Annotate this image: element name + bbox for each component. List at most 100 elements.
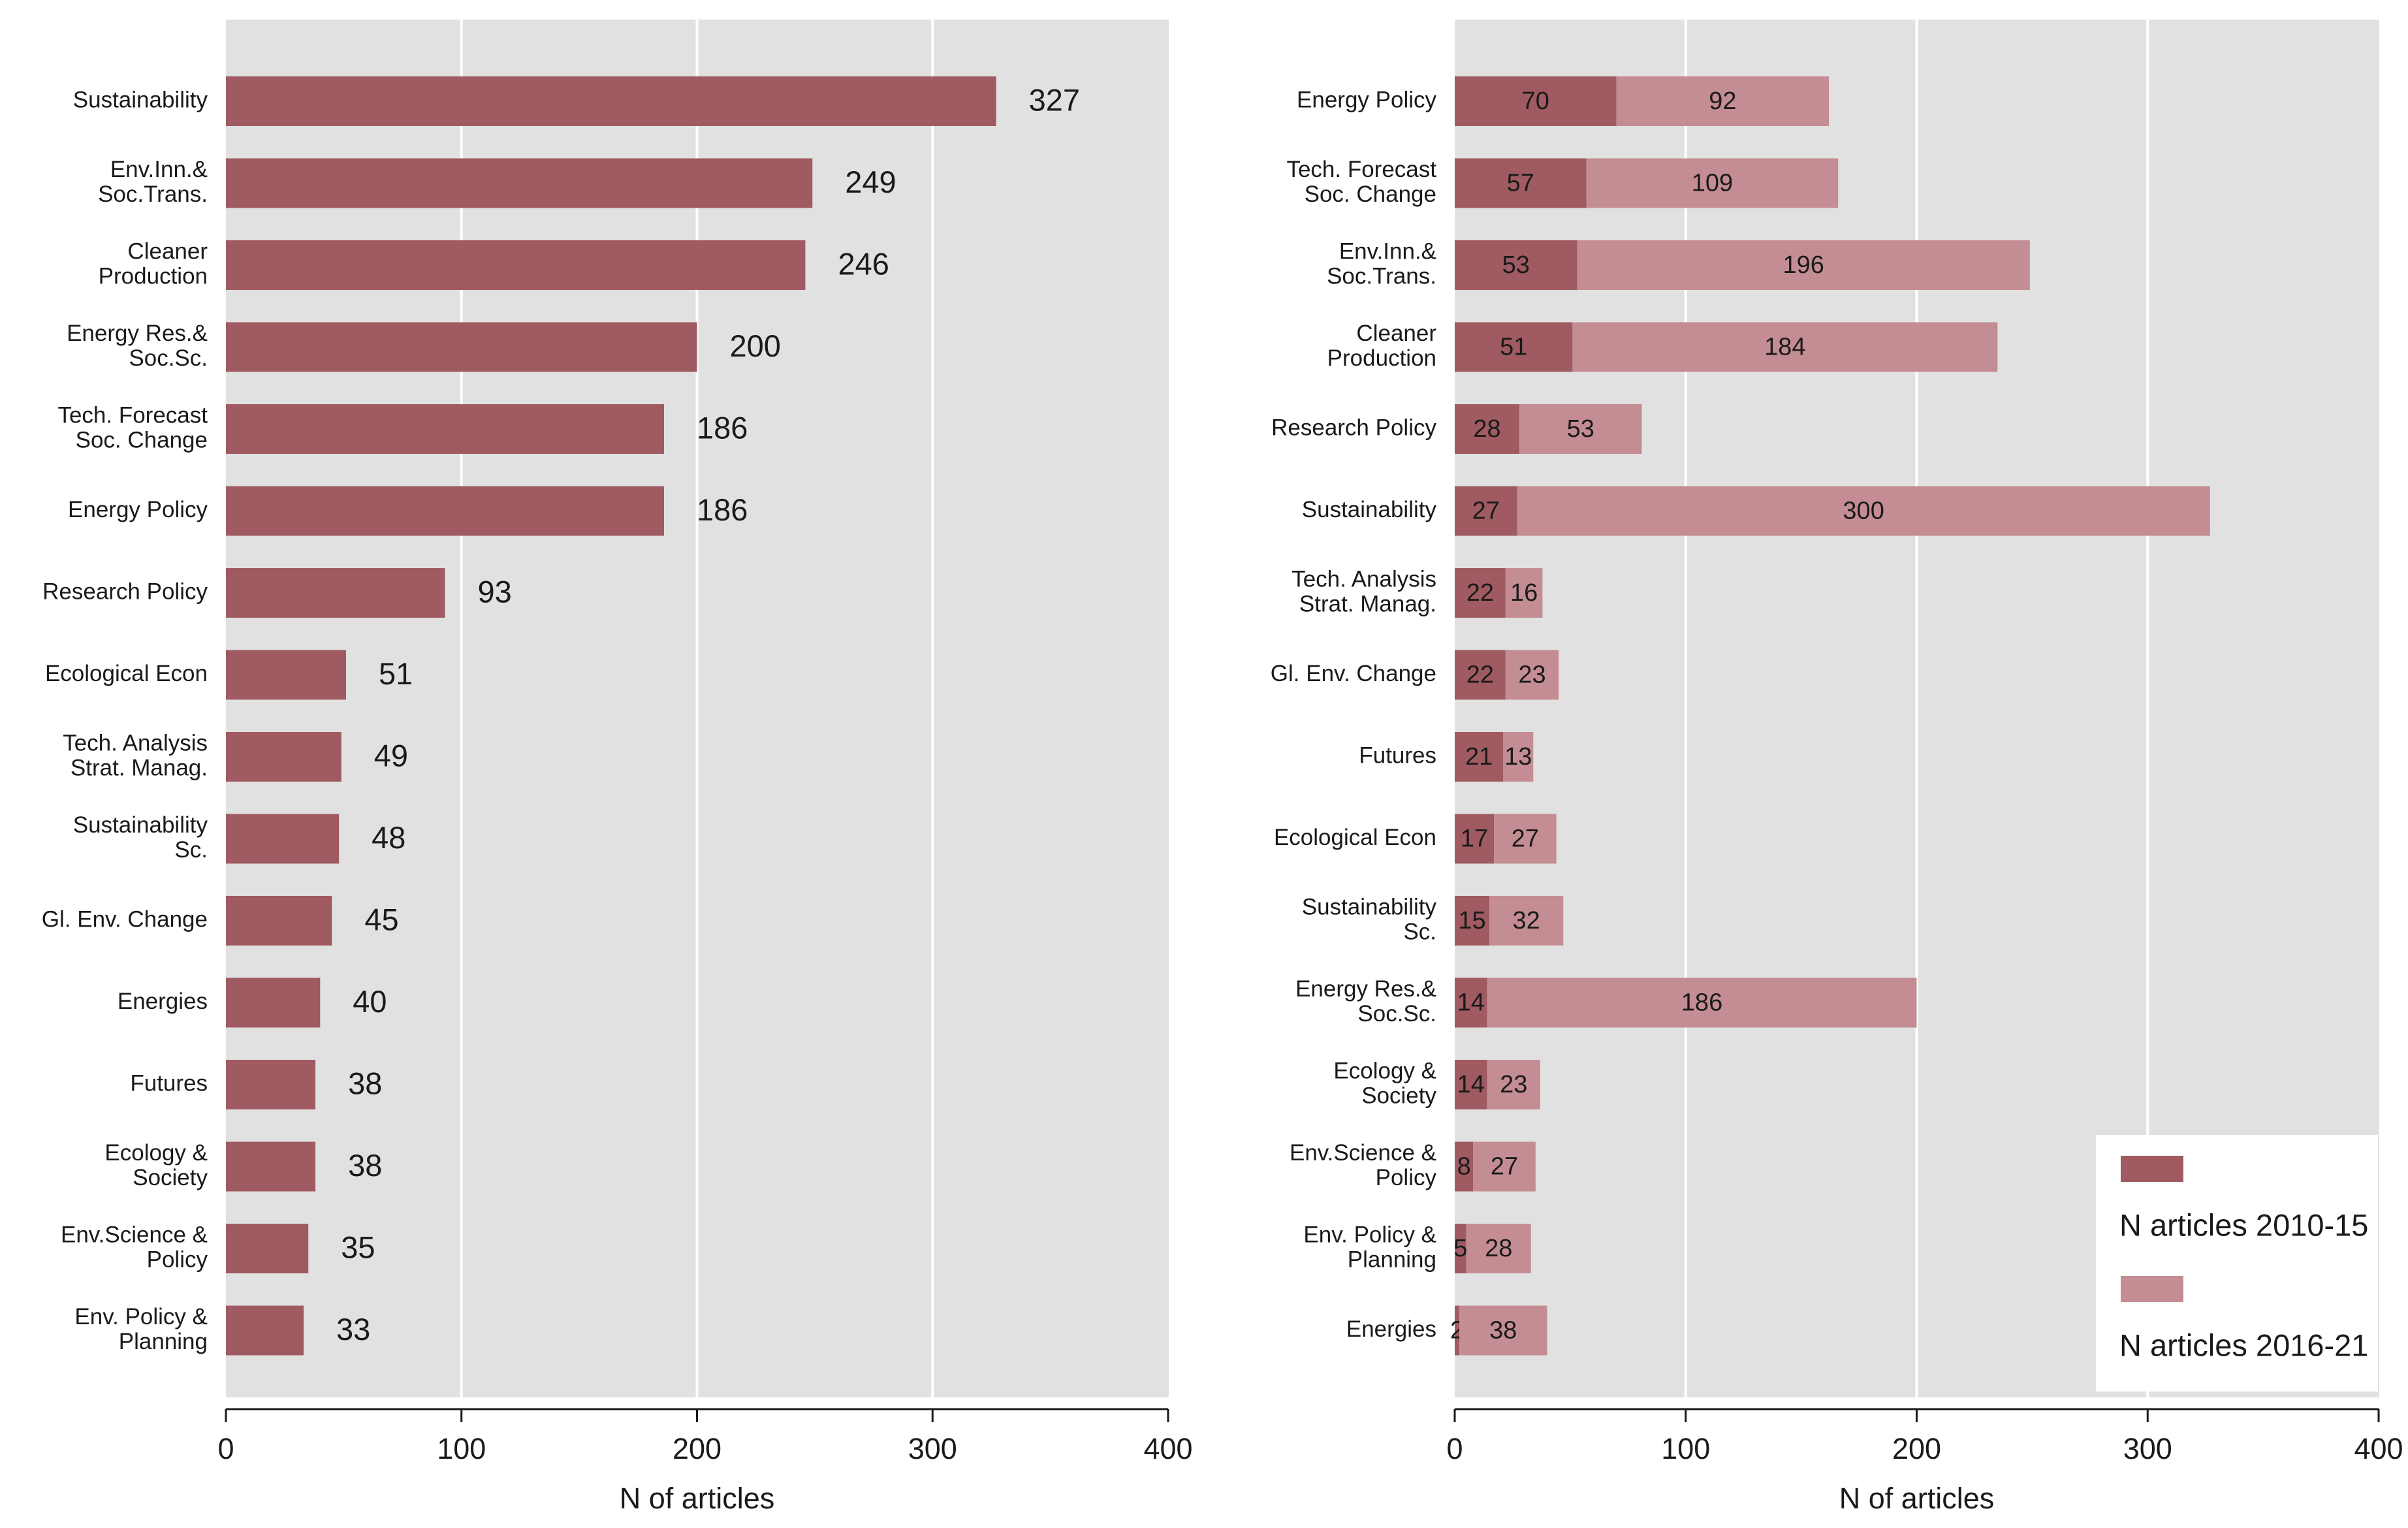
- category-label: Env.Science &: [61, 1222, 208, 1247]
- bar: [226, 896, 332, 946]
- chart-panel-1: Sustainability 327 Env.Inn.&Soc.Trans. 249 C…: [42, 20, 1193, 1515]
- bar-segment: [1455, 732, 1504, 782]
- category-label: Sustainability: [1302, 894, 1437, 919]
- bar-segment: [1505, 650, 1559, 700]
- category-label: Soc. Change: [1305, 182, 1436, 207]
- x-tick-label: 200: [673, 1432, 721, 1465]
- bar-value-label: 48: [372, 820, 405, 855]
- bar-segment: [1455, 76, 1617, 126]
- category-label: Energy Policy: [68, 497, 208, 522]
- bar: [226, 568, 445, 618]
- category-label: Tech. Forecast: [57, 402, 208, 428]
- segment-value-label: 16: [1510, 579, 1538, 607]
- bar-segment: [1489, 896, 1564, 946]
- bar-value-label: 327: [1029, 82, 1080, 117]
- bar-value-label: 51: [379, 656, 413, 691]
- category-label: Env. Policy &: [74, 1304, 208, 1329]
- bar-segment: [1519, 404, 1642, 454]
- legend-swatch: [2121, 1276, 2183, 1302]
- category-label: Soc.Trans.: [98, 182, 208, 207]
- x-axis-title: N of articles: [1839, 1482, 1995, 1515]
- segment-value-label: 196: [1782, 251, 1824, 279]
- category-label: Energy Policy: [1297, 87, 1436, 112]
- category-label: Cleaner: [1356, 321, 1436, 346]
- segment-value-label: 5: [1453, 1235, 1467, 1262]
- bar-segment: [1455, 1305, 1460, 1356]
- bar-segment: [1517, 486, 2210, 536]
- segment-value-label: 13: [1504, 743, 1532, 771]
- x-tick-label: 0: [217, 1432, 234, 1465]
- bar: [226, 1060, 316, 1109]
- segment-value-label: 8: [1457, 1153, 1471, 1181]
- category-label: Research Policy: [42, 579, 208, 604]
- bar-value-label: 246: [838, 246, 889, 281]
- bar-segment: [1616, 76, 1830, 126]
- segment-value-label: 184: [1764, 334, 1805, 361]
- category-label: Energy Res.&: [67, 321, 208, 346]
- segment-value-label: 14: [1457, 989, 1485, 1017]
- bar-segment: [1455, 158, 1587, 208]
- category-label: Policy: [147, 1247, 208, 1272]
- segment-value-label: 53: [1567, 415, 1594, 443]
- bar: [226, 1141, 316, 1192]
- legend-label: N articles 2010-15: [2119, 1207, 2368, 1242]
- bar-value-label: 186: [697, 410, 748, 445]
- bar-segment: [1455, 896, 1490, 946]
- category-label: Env. Policy &: [1303, 1222, 1436, 1247]
- segment-value-label: 28: [1473, 415, 1500, 443]
- category-label: Society: [133, 1165, 208, 1190]
- bar: [226, 650, 346, 700]
- category-label: Sustainability: [1302, 497, 1437, 522]
- segment-value-label: 57: [1507, 170, 1534, 197]
- category-label: Production: [99, 263, 208, 289]
- segment-value-label: 27: [1472, 498, 1500, 525]
- x-tick-label: 400: [1143, 1432, 1192, 1465]
- bar-segment: [1455, 978, 1487, 1028]
- category-label: Tech. Analysis: [1291, 566, 1436, 592]
- legend: N articles 2010-15 N articles 2016-21: [2096, 1135, 2378, 1392]
- category-label: Ecological Econ: [1274, 825, 1436, 850]
- x-tick-label: 0: [1446, 1432, 1463, 1465]
- segment-value-label: 22: [1466, 579, 1494, 607]
- bar-segment: [1455, 486, 1517, 536]
- bar: [226, 1305, 304, 1356]
- segment-value-label: 53: [1502, 251, 1530, 279]
- segment-value-label: 70: [1522, 88, 1549, 115]
- category-label: Soc. Change: [76, 427, 208, 453]
- category-label: Env.Inn.&: [1339, 238, 1436, 264]
- bar-segment: [1505, 568, 1543, 618]
- bar-value-label: 249: [845, 165, 896, 199]
- x-axis-title: N of articles: [620, 1482, 775, 1515]
- segment-value-label: 23: [1500, 1071, 1527, 1098]
- bar-segment: [1577, 240, 2030, 290]
- segment-value-label: 15: [1458, 907, 1485, 934]
- category-label: Ecology &: [104, 1140, 208, 1166]
- legend-swatch: [2121, 1156, 2183, 1182]
- bar-segment: [1473, 1141, 1536, 1192]
- bar: [226, 240, 806, 290]
- bar-value-label: 35: [341, 1230, 375, 1264]
- segment-value-label: 14: [1457, 1071, 1485, 1098]
- category-label: Planning: [119, 1329, 208, 1354]
- segment-value-label: 22: [1466, 661, 1494, 689]
- bar-segment: [1455, 322, 1573, 372]
- bar-value-label: 45: [364, 902, 398, 936]
- category-label: Soc.Sc.: [129, 345, 208, 371]
- category-label: Planning: [1348, 1247, 1436, 1272]
- category-label: Env.Inn.&: [110, 157, 208, 182]
- x-tick-label: 100: [437, 1432, 486, 1465]
- category-label: Sc.: [174, 837, 208, 863]
- segment-value-label: 28: [1485, 1235, 1512, 1262]
- segment-value-label: 109: [1692, 170, 1733, 197]
- bar-segment: [1455, 650, 1506, 700]
- bar-segment: [1466, 1224, 1531, 1273]
- bar-value-label: 40: [353, 984, 387, 1019]
- category-label: Policy: [1376, 1165, 1437, 1190]
- category-label: Production: [1327, 345, 1436, 371]
- segment-value-label: 300: [1843, 498, 1884, 525]
- category-label: Gl. Env. Change: [1271, 661, 1436, 686]
- category-label: Research Policy: [1271, 415, 1436, 440]
- bar: [226, 978, 321, 1028]
- bar-segment: [1455, 1060, 1487, 1109]
- category-label: Gl. Env. Change: [42, 906, 208, 932]
